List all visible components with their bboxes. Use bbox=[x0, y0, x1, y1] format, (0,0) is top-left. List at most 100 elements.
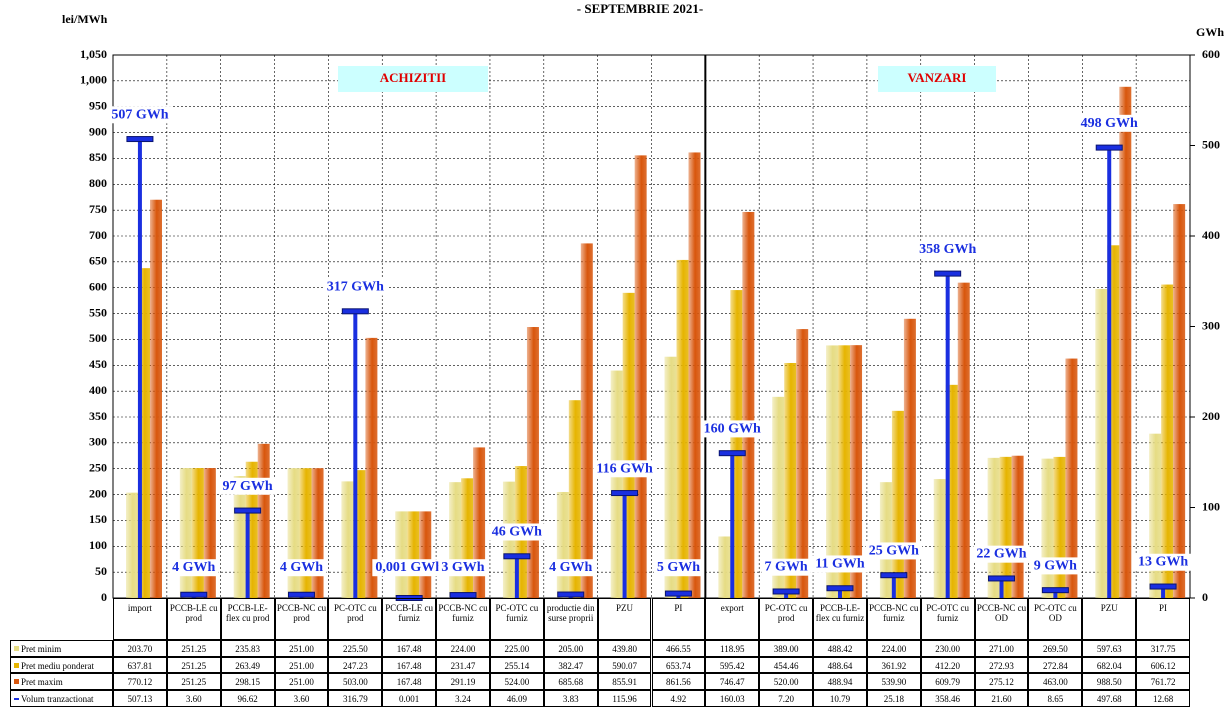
volume-cap bbox=[1041, 587, 1069, 594]
chart-title: - SEPTEMBRIE 2021- bbox=[577, 1, 703, 16]
table-value: 21.60 bbox=[974, 690, 1029, 707]
bar bbox=[1065, 358, 1078, 598]
volume-annotation: 3 GWh bbox=[441, 560, 484, 575]
y-tick-label: 50 bbox=[95, 564, 107, 578]
volume-cap bbox=[341, 308, 369, 315]
table-value: 25.18 bbox=[866, 690, 921, 707]
table-value: 251.25 bbox=[166, 673, 221, 691]
bar bbox=[903, 318, 916, 598]
volume-annotation: 25 GWh bbox=[869, 543, 919, 558]
table-value: 637.81 bbox=[113, 656, 167, 674]
table-value: 0.001 bbox=[382, 690, 437, 707]
bar bbox=[287, 468, 300, 598]
table-value: 235.83 bbox=[220, 640, 275, 657]
bar bbox=[126, 492, 138, 598]
y-tick-label: 150 bbox=[89, 512, 107, 526]
table-value: 272.93 bbox=[974, 656, 1029, 674]
bar bbox=[957, 282, 970, 598]
annotation-bg bbox=[916, 240, 980, 258]
legend-swatch bbox=[14, 646, 19, 651]
table-value: 247.23 bbox=[328, 656, 383, 674]
bar bbox=[311, 468, 324, 598]
bar bbox=[568, 400, 581, 598]
volume-cap bbox=[988, 575, 1016, 582]
table-value: 317.75 bbox=[1136, 640, 1190, 657]
table-value: 298.15 bbox=[220, 673, 275, 691]
legend-swatch bbox=[14, 662, 19, 668]
table-value: 382.47 bbox=[543, 656, 598, 674]
annotation-bg bbox=[865, 542, 923, 560]
y-tick-label: 450 bbox=[89, 357, 107, 371]
table-value: 861.56 bbox=[651, 673, 706, 691]
bar bbox=[1161, 284, 1174, 598]
bar bbox=[179, 468, 192, 598]
volume-cap bbox=[287, 591, 315, 598]
table-value: 263.49 bbox=[220, 656, 275, 674]
table-value: 272.84 bbox=[1028, 656, 1083, 674]
table-value: 231.47 bbox=[436, 656, 490, 674]
y2-tick-label: 0 bbox=[1202, 590, 1208, 604]
bar bbox=[1095, 288, 1108, 598]
bar bbox=[419, 511, 432, 598]
category-label: PI bbox=[651, 598, 706, 640]
category-label: PC-OTC cu OD bbox=[1028, 598, 1083, 640]
table-value: 497.68 bbox=[1082, 690, 1137, 707]
table-value: 3.83 bbox=[543, 690, 598, 707]
bar bbox=[365, 337, 378, 598]
table-value: 609.79 bbox=[920, 673, 975, 691]
y-tick-label: 800 bbox=[89, 176, 107, 190]
y-tick-label: 900 bbox=[89, 124, 107, 138]
category-label: PC-OTC cu furniz bbox=[920, 598, 975, 640]
table-value: 275.12 bbox=[974, 673, 1029, 691]
table-value: 225.00 bbox=[489, 640, 544, 657]
legend-row-label: Pret mediu ponderat bbox=[10, 656, 113, 674]
table-value: 488.94 bbox=[813, 673, 867, 691]
category-label: PCCB-LE-flex cu prod bbox=[220, 598, 275, 640]
table-value: 653.74 bbox=[651, 656, 706, 674]
volume-cap bbox=[611, 490, 639, 497]
bar bbox=[796, 329, 809, 598]
table-value: 118.95 bbox=[705, 640, 760, 657]
category-label: PCCB-LE cu prod bbox=[166, 598, 221, 640]
section-label: VANZARI bbox=[908, 70, 967, 85]
volume-cap bbox=[395, 594, 423, 601]
table-value: 167.48 bbox=[382, 673, 437, 691]
annotation-bg bbox=[169, 559, 219, 577]
category-label: PI bbox=[1136, 598, 1190, 640]
table-value: 3.60 bbox=[274, 690, 329, 707]
y-tick-label: 350 bbox=[89, 409, 107, 423]
annotation-bg bbox=[108, 106, 172, 124]
y-tick-label: 300 bbox=[89, 435, 107, 449]
table-value: 251.25 bbox=[166, 656, 221, 674]
table-value: 4.92 bbox=[651, 690, 706, 707]
y-tick-label: 950 bbox=[89, 98, 107, 112]
table-value: 988.50 bbox=[1082, 673, 1137, 691]
volume-cap bbox=[234, 507, 262, 514]
bar bbox=[1053, 456, 1066, 598]
bar bbox=[556, 491, 569, 598]
volume-cap bbox=[503, 553, 531, 560]
category-label: PZU bbox=[1082, 598, 1137, 640]
bar bbox=[634, 155, 647, 598]
volume-cap bbox=[1095, 144, 1123, 151]
volume-annotation: 46 GWh bbox=[492, 525, 542, 540]
annotation-bg bbox=[761, 558, 811, 576]
volume-cap bbox=[664, 590, 692, 597]
table-value: 167.48 bbox=[382, 640, 437, 657]
legend-row-label: Pret minim bbox=[10, 640, 113, 657]
annotation-bg bbox=[276, 559, 327, 577]
annotation-bg bbox=[593, 460, 656, 478]
annotation-bg bbox=[973, 545, 1030, 563]
bar bbox=[933, 479, 946, 598]
bar bbox=[1149, 433, 1162, 598]
table-value: 503.00 bbox=[328, 673, 383, 691]
volume-annotation: 5 GWh bbox=[657, 560, 700, 575]
table-value: 358.46 bbox=[920, 690, 975, 707]
category-label: PCCB-NC cu prod bbox=[274, 598, 329, 640]
table-value: 597.63 bbox=[1082, 640, 1137, 657]
volume-annotation: 4 GWh bbox=[549, 560, 592, 575]
volume-cap bbox=[772, 588, 800, 595]
volume-annotation: 9 GWh bbox=[1034, 558, 1077, 573]
bar bbox=[664, 356, 677, 598]
